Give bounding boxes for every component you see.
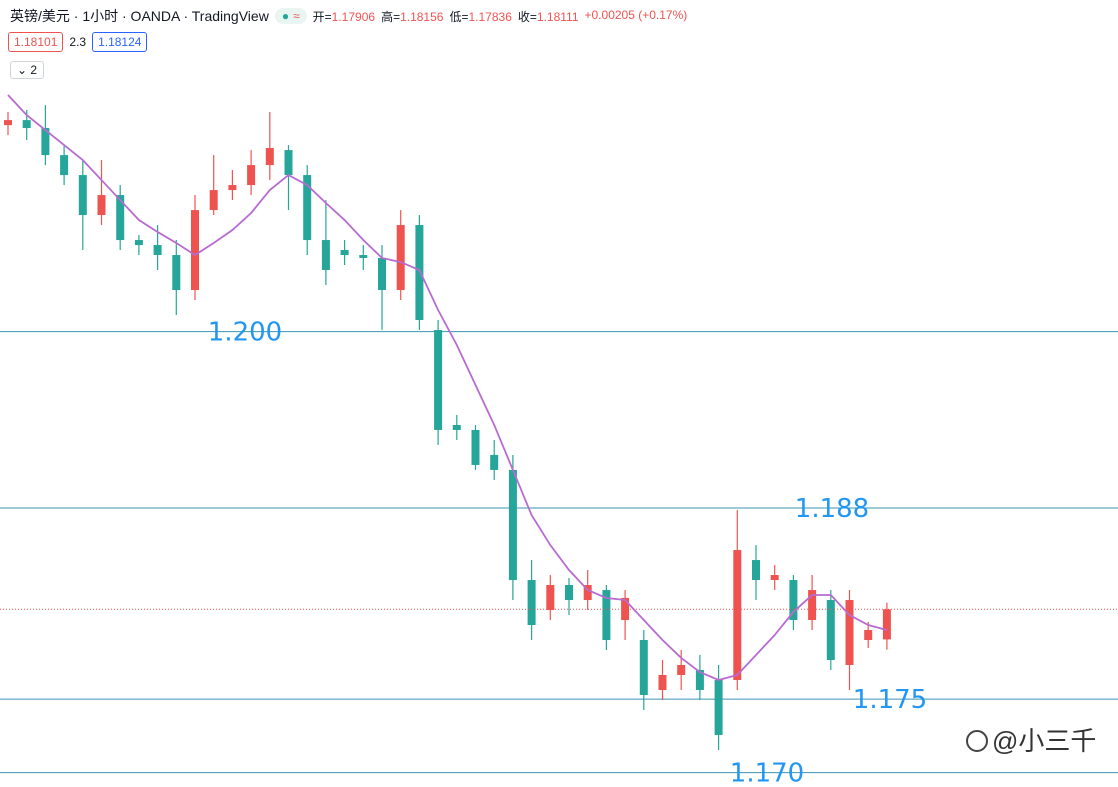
bid-button[interactable]: 1.18101 — [8, 32, 64, 52]
watermark-logo — [966, 730, 988, 752]
ohlc-value: 1.17836 — [468, 9, 512, 24]
ohlc-label: 收= — [517, 9, 537, 24]
indicator-count: 2 — [30, 63, 38, 77]
watermark: @小三千 — [992, 726, 1096, 756]
candle-body — [134, 240, 143, 246]
candle-body — [733, 550, 742, 680]
candle-body — [565, 585, 573, 601]
candle-body — [359, 255, 368, 258]
spread: 2.3 — [69, 35, 87, 49]
quote-row: 1.18101 2.3 1.18124 — [8, 32, 148, 52]
level-label: 1.200 — [208, 318, 282, 348]
candle-body — [247, 165, 256, 186]
ohlc-value: 1.18111 — [536, 9, 579, 24]
candle-body — [677, 664, 686, 675]
candle-body — [695, 669, 704, 690]
candle-body — [490, 454, 499, 470]
candle-body — [808, 590, 817, 621]
candle-body — [415, 225, 424, 321]
level-label: 1.170 — [730, 759, 804, 787]
candle-body — [396, 225, 405, 291]
candle-body — [770, 575, 779, 581]
header: 英镑/美元 · 1小时 · OANDA · TradingView ● ≈ 开=1… — [10, 6, 687, 26]
candle-body — [41, 128, 50, 156]
candle-body — [826, 600, 835, 660]
level-label: 1.175 — [853, 685, 927, 715]
ohlc-value: 1.18156 — [400, 9, 444, 24]
change: +0.00205 (+0.17%) — [584, 7, 688, 22]
ohlc-label: 低= — [449, 9, 469, 24]
candle-body — [4, 120, 12, 126]
indicator-toggle[interactable]: ⌄ 2 — [10, 61, 45, 79]
candle-body — [153, 245, 162, 256]
candle-body — [452, 424, 461, 430]
candle-body — [714, 679, 723, 735]
candle-body — [789, 580, 798, 621]
candle-body — [527, 580, 536, 626]
candle-body — [340, 250, 349, 256]
candle-body — [845, 600, 854, 665]
candle-body — [303, 175, 312, 241]
candle-body — [639, 640, 648, 695]
candle-body — [191, 210, 199, 291]
status-pill[interactable]: ● ≈ — [274, 8, 307, 24]
candle-body — [321, 240, 330, 271]
candle-body — [172, 255, 181, 291]
moving-average — [7, 94, 888, 681]
candle-body — [882, 609, 891, 640]
candle-body — [209, 190, 218, 211]
candle-body — [284, 150, 293, 176]
symbol-title[interactable]: 英镑/美元 · 1小时 · OANDA · TradingView — [10, 8, 269, 24]
candle-body — [116, 195, 125, 241]
candle-body — [546, 585, 555, 611]
candle-body — [752, 560, 760, 581]
candle-body — [78, 175, 87, 216]
candle-body — [228, 185, 237, 191]
candle-body — [508, 469, 517, 581]
ohlc-label: 开= — [312, 9, 332, 24]
candle-body — [471, 429, 480, 465]
ask-button[interactable]: 1.18124 — [92, 32, 148, 52]
candle-body — [583, 585, 592, 601]
candle-body — [378, 257, 386, 291]
candle-body — [434, 329, 443, 430]
candle-body — [265, 148, 274, 166]
candle-body — [864, 630, 873, 641]
ohlc: 开=1.17906 高=1.18156 低=1.17836 收=1.18111 … — [313, 8, 688, 25]
ohlc-value: 1.17906 — [331, 9, 376, 24]
candle-body — [658, 674, 667, 690]
candle-body — [621, 597, 630, 621]
ohlc-label: 高= — [381, 9, 401, 24]
level-label: 1.188 — [795, 494, 869, 524]
candle-body — [22, 120, 31, 129]
candle-body — [97, 195, 106, 216]
candle-body — [60, 155, 69, 176]
candle-body — [602, 590, 611, 641]
